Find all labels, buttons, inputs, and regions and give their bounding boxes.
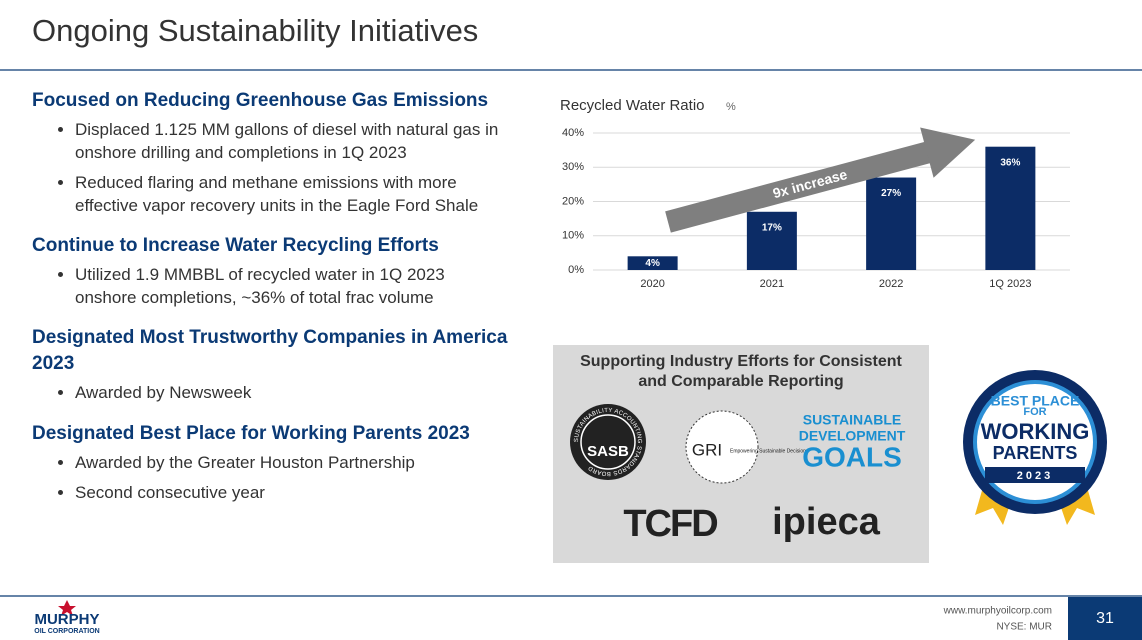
gri-text: GRI <box>692 440 722 459</box>
reporting-title-text: Supporting Industry Efforts for Consiste… <box>580 353 902 390</box>
section: Designated Best Place for Working Parent… <box>32 421 532 511</box>
ipieca-logo: ipieca <box>772 501 881 543</box>
bullet: Reduced flaring and methane emissions wi… <box>75 171 505 217</box>
ticker: NYSE: MUR <box>996 622 1052 633</box>
bar <box>746 211 797 270</box>
bar <box>866 177 917 270</box>
reporting-title: Supporting Industry Efforts for Consiste… <box>553 352 929 392</box>
badge-text: BEST PLACE <box>991 393 1080 409</box>
badge-text: PARENTS <box>993 443 1078 463</box>
bullet-list: Awarded by the Greater Houston Partnersh… <box>32 451 532 504</box>
x-tick-label: 2022 <box>879 278 903 290</box>
tcfd-logo: TCFD <box>623 503 717 545</box>
bullet: Awarded by the Greater Houston Partnersh… <box>75 451 505 474</box>
sdg-line: DEVELOPMENT <box>799 428 906 444</box>
y-tick-label: 40% <box>562 127 584 139</box>
chart: Recycled Water Ratio % 0% 10% 20% 30% 40% 4% 2… <box>560 97 1070 290</box>
y-tick-label: 20% <box>562 195 584 207</box>
badge-text: FOR <box>1023 406 1046 418</box>
section-heading: Focused on Reducing Greenhouse Gas Emiss… <box>32 90 489 111</box>
sdg-logo: SUSTAINABLE DEVELOPMENT GOALS <box>799 412 906 473</box>
slide-title: Ongoing Sustainability Initiatives <box>32 13 478 48</box>
gri-sub: Empowering Sustainable Decisions <box>730 448 809 454</box>
sasb-logo: SUSTAINABILITY ACCOUNTING STANDARDS BOAR… <box>570 404 646 480</box>
badge: BEST PLACE FOR WORKING PARENTS 2023 <box>963 370 1107 525</box>
bullet: Second consecutive year <box>75 481 505 504</box>
bar <box>985 146 1036 270</box>
page-box <box>1068 597 1142 640</box>
x-tick-label: 2021 <box>760 278 784 290</box>
badge-text: WORKING <box>981 419 1090 444</box>
y-tick-label: 10% <box>562 230 584 242</box>
bullet: Awarded by Newsweek <box>75 381 505 404</box>
section-heading: Continue to Increase Water Recycling Eff… <box>32 235 439 256</box>
sasb-text: SASB <box>587 443 629 460</box>
bullet-list: Displaced 1.125 MM gallons of diesel wit… <box>32 118 532 217</box>
sdg-line: SUSTAINABLE <box>803 412 902 428</box>
bullet: Displaced 1.125 MM gallons of diesel wit… <box>75 118 505 164</box>
value-label: 27% <box>881 188 901 199</box>
y-tick-label: 0% <box>568 264 584 276</box>
page-number: 31 <box>1096 610 1114 627</box>
increase-arrow: 9x increase <box>665 127 976 233</box>
section: Continue to Increase Water Recycling Eff… <box>32 233 532 316</box>
gri-logo: GRI Empowering Sustainable Decisions <box>685 410 809 484</box>
value-label: 4% <box>645 258 660 269</box>
value-label: 17% <box>762 222 782 233</box>
bullet-list: Awarded by Newsweek <box>32 381 532 404</box>
value-label: 36% <box>1000 157 1020 168</box>
logo-star <box>58 600 76 616</box>
company-sub: OIL CORPORATION <box>34 628 99 635</box>
bar <box>627 256 678 270</box>
section: Focused on Reducing Greenhouse Gas Emiss… <box>32 88 532 224</box>
sdg-line: GOALS <box>802 441 902 472</box>
section-heading: Designated Most Trustworthy Companies in… <box>32 327 508 374</box>
x-tick-label: 2020 <box>640 278 664 290</box>
y-tick-label: 30% <box>562 161 584 173</box>
company-logo: MURPHY <box>34 611 99 628</box>
chart-title: Recycled Water Ratio <box>560 97 705 114</box>
bullet: Utilized 1.9 MMBBL of recycled water in … <box>75 263 505 309</box>
bullet-list: Utilized 1.9 MMBBL of recycled water in … <box>32 263 532 309</box>
website: www.murphyoilcorp.com <box>943 606 1052 617</box>
chart-unit: % <box>726 101 736 113</box>
section-heading: Designated Best Place for Working Parent… <box>32 423 470 444</box>
badge-year: 2023 <box>1017 470 1053 482</box>
chart-annotation: 9x increase <box>771 166 849 201</box>
x-tick-label: 1Q 2023 <box>989 278 1031 290</box>
section: Designated Most Trustworthy Companies in… <box>32 325 532 411</box>
